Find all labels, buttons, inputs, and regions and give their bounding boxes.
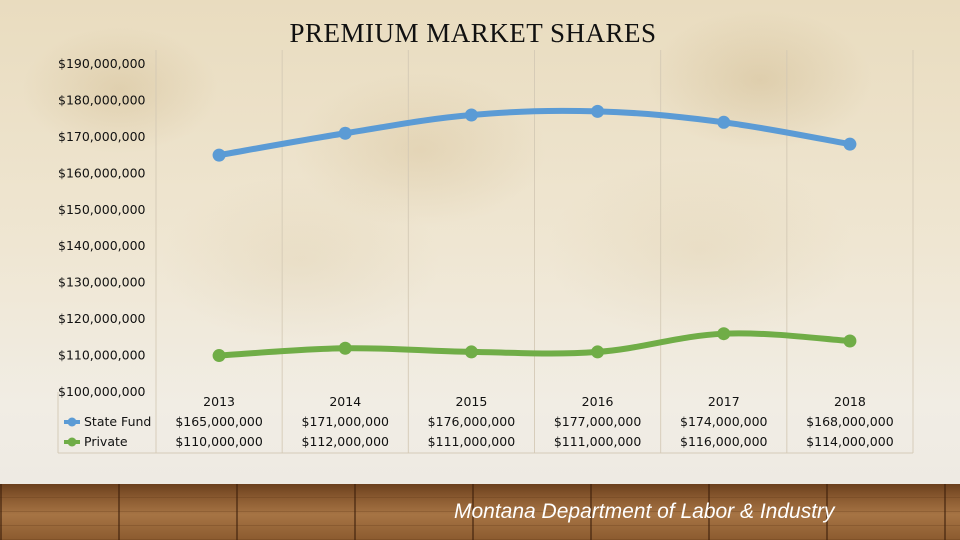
series-lines: [212, 104, 857, 363]
wood-floor: [0, 484, 960, 540]
data-point: [338, 341, 352, 355]
data-label: $114,000,000: [806, 434, 894, 449]
y-tick-label: $100,000,000: [58, 384, 146, 399]
data-point: [212, 148, 226, 162]
series-line: [216, 330, 853, 359]
data-point: [717, 115, 731, 129]
data-point: [843, 334, 857, 348]
data-label: $111,000,000: [554, 434, 642, 449]
data-point: [212, 349, 226, 363]
x-tick-label: 2016: [582, 394, 614, 409]
data-label: $111,000,000: [428, 434, 516, 449]
data-label: $168,000,000: [806, 414, 894, 429]
data-point: [717, 327, 731, 341]
data-point: [843, 137, 857, 151]
y-tick-label: $150,000,000: [58, 202, 146, 217]
y-tick-label: $160,000,000: [58, 165, 146, 180]
footer-credit: Montana Department of Labor & Industry: [454, 500, 835, 523]
y-tick-label: $120,000,000: [58, 311, 146, 326]
background-parchment: [0, 0, 960, 484]
line-chart: $190,000,000 $180,000,000 $170,000,000 $160…: [57, 50, 914, 454]
gridlines: [57, 50, 914, 454]
series-line: [216, 107, 853, 159]
data-point: [464, 108, 478, 122]
data-label: $112,000,000: [302, 434, 390, 449]
y-tick-label: $170,000,000: [58, 129, 146, 144]
x-tick-label: 2017: [708, 394, 740, 409]
chart-title: PREMIUM MARKET SHARES: [289, 18, 657, 48]
data-table: 2013 2014 2015 2016 2017 2018 State Fund $165,0…: [64, 394, 894, 449]
y-tick-label: $190,000,000: [58, 56, 146, 71]
x-tick-label: 2013: [203, 394, 235, 409]
x-tick-label: 2014: [329, 394, 361, 409]
y-tick-label: $140,000,000: [58, 238, 146, 253]
data-point: [464, 345, 478, 359]
data-label: $165,000,000: [175, 414, 263, 429]
y-tick-label: $130,000,000: [58, 275, 146, 290]
data-label: $171,000,000: [302, 414, 390, 429]
y-tick-label: $110,000,000: [58, 348, 146, 363]
legend-marker: [67, 417, 77, 427]
legend-entry: Private: [84, 434, 128, 449]
legend-marker: [67, 437, 77, 447]
data-label: $177,000,000: [554, 414, 642, 429]
y-tick-label: $180,000,000: [58, 92, 146, 107]
data-label: $110,000,000: [175, 434, 263, 449]
data-point: [591, 345, 605, 359]
data-label: $174,000,000: [680, 414, 768, 429]
data-point: [591, 104, 605, 118]
x-tick-label: 2018: [834, 394, 866, 409]
y-axis-ticks: $190,000,000 $180,000,000 $170,000,000 $160…: [58, 56, 146, 399]
x-tick-label: 2015: [456, 394, 488, 409]
data-point: [338, 126, 352, 140]
data-label: $116,000,000: [680, 434, 768, 449]
data-label: $176,000,000: [428, 414, 516, 429]
legend-entry: State Fund: [84, 414, 151, 429]
